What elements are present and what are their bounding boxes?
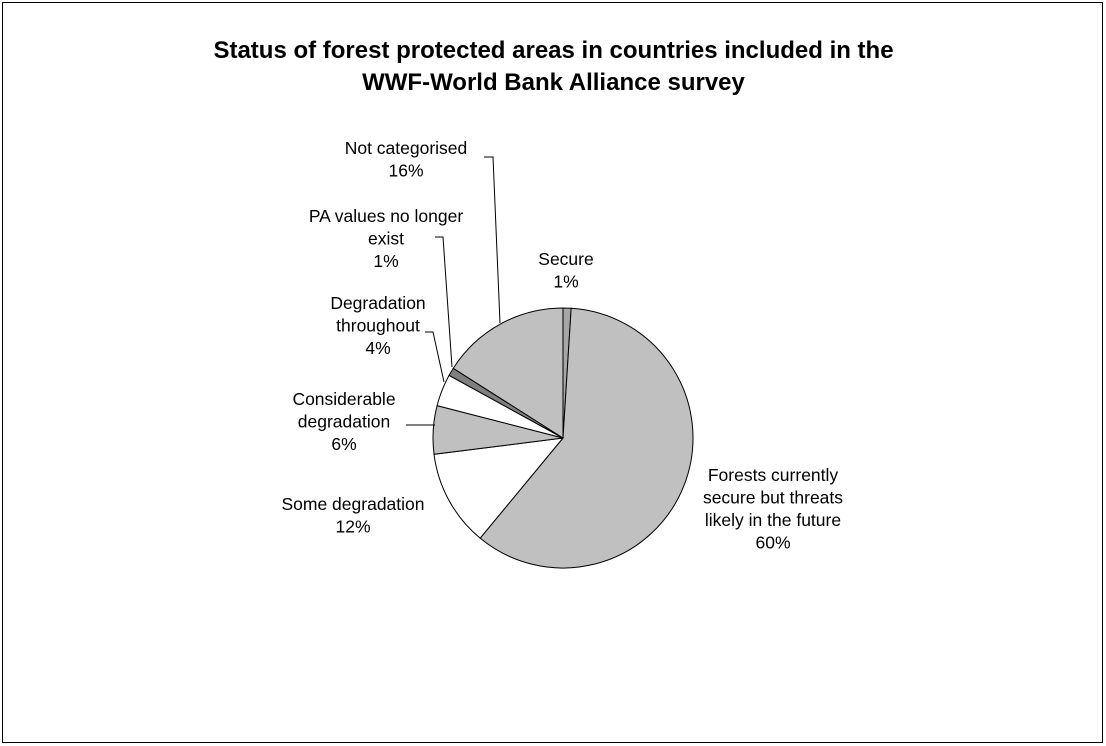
slice-label-7: Not categorised 16% <box>345 138 468 181</box>
pie-chart: Secure 1% Forests currently secure but thre… <box>281 138 843 569</box>
pie-slice-2 <box>479 307 694 569</box>
leader-line-5 <box>425 331 445 383</box>
slice-label-line: 1% <box>373 251 398 271</box>
slice-label-line: Degradation <box>330 293 425 313</box>
slice-label-5: Degradation throughout 4% <box>330 293 425 358</box>
slice-label-line: PA values no longer <box>309 206 464 226</box>
slice-label-line: 6% <box>331 434 356 454</box>
slice-label-1: Secure 1% <box>538 249 593 292</box>
slice-label-line: Secure <box>538 249 593 269</box>
leader-line-6 <box>435 236 453 368</box>
chart-title: Status of forest protected areas in coun… <box>213 37 894 96</box>
slice-label-line: Some degradation <box>281 494 424 514</box>
slice-label-line: 4% <box>365 338 390 358</box>
slice-label-line: exist <box>368 229 404 249</box>
slice-label-2: Forests currently secure but threats likel… <box>703 465 843 553</box>
slice-label-line: 16% <box>388 161 423 181</box>
slice-label-line: degradation <box>298 412 390 432</box>
pie-slice-7 <box>452 307 564 439</box>
pie-slice-3 <box>433 437 565 539</box>
leader-line-7 <box>484 156 501 324</box>
slice-label-line: secure but threats <box>703 488 843 508</box>
slice-label-line: throughout <box>336 316 420 336</box>
slice-label-line: likely in the future <box>705 510 841 530</box>
slice-label-6: PA values no longer exist 1% <box>309 206 464 271</box>
slice-label-line: Not categorised <box>345 138 468 158</box>
slice-label-4: Considerable degradation 6% <box>292 389 395 454</box>
slice-label-line: 12% <box>335 517 370 537</box>
slice-label-line: 60% <box>755 533 790 553</box>
slice-label-line: Forests currently <box>708 465 839 485</box>
slice-label-line: 1% <box>553 272 578 292</box>
slice-label-3: Some degradation 12% <box>281 494 424 537</box>
slice-label-line: Considerable <box>292 389 395 409</box>
